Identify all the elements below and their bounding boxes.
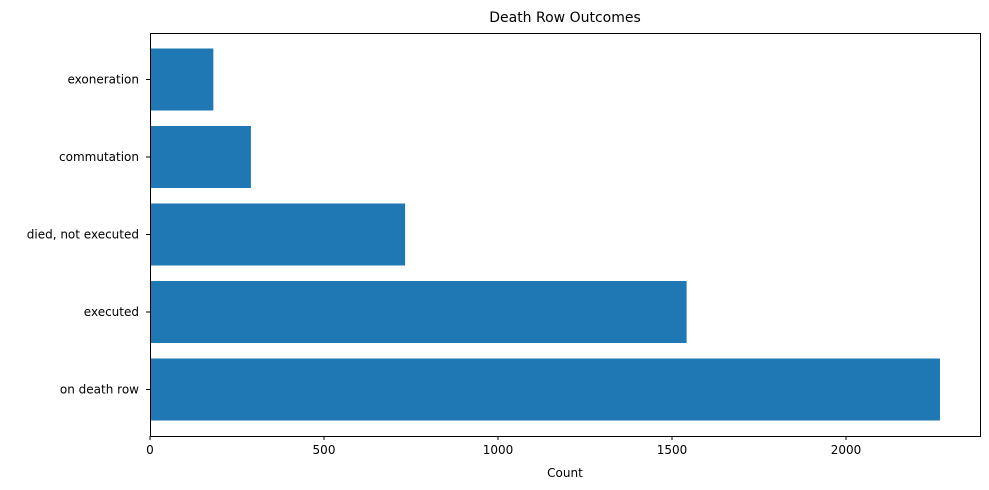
x-tick-label: 2000 bbox=[831, 443, 862, 457]
x-tick-label: 1000 bbox=[483, 443, 514, 457]
bar-died-not-executed bbox=[150, 203, 406, 266]
y-tick-label: executed bbox=[84, 305, 139, 319]
x-tick-label: 1500 bbox=[657, 443, 688, 457]
x-tick-label: 500 bbox=[313, 443, 336, 457]
y-tick-label: died, not executed bbox=[27, 228, 139, 242]
plot-frame bbox=[150, 33, 981, 437]
y-axis-ticks: on death row executed died, not executed co… bbox=[27, 73, 150, 397]
x-axis-ticks: 0 500 1000 1500 2000 bbox=[146, 436, 861, 457]
x-axis-label: Count bbox=[547, 466, 583, 480]
bar-exoneration bbox=[150, 48, 214, 111]
y-tick-label: on death row bbox=[60, 383, 139, 397]
bar-on-death-row bbox=[150, 358, 940, 421]
y-tick-label: exoneration bbox=[67, 73, 139, 87]
chart-title: Death Row Outcomes bbox=[489, 10, 641, 26]
bar-commutation bbox=[150, 126, 251, 188]
bar-executed bbox=[150, 281, 687, 343]
bars-group bbox=[150, 48, 940, 421]
y-tick-label: commutation bbox=[59, 150, 139, 164]
x-tick-label: 0 bbox=[146, 443, 154, 457]
